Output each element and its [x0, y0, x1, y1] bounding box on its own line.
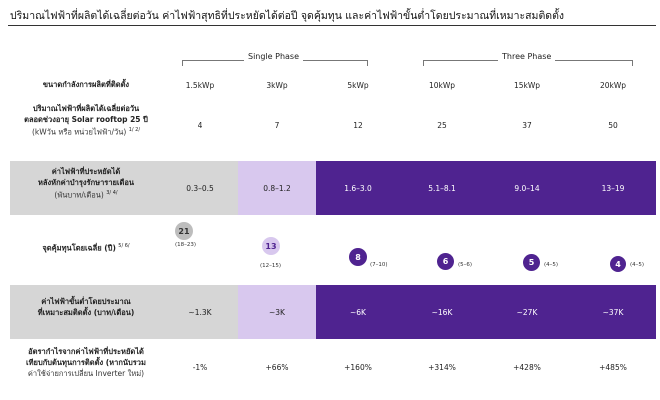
savings-value: 0.3–0.5: [186, 183, 214, 193]
title-divider: [8, 25, 656, 26]
min-bill-value: ~37K: [570, 285, 656, 339]
savings-row: ค่าไฟฟ้าที่ประหยัดได้ หลังหักค่าบำรุงรัก…: [10, 161, 656, 215]
payback-range: (4–5): [630, 262, 645, 268]
roi-value: +485%: [599, 362, 627, 372]
payback-bubble: 5: [523, 254, 540, 271]
roi-row: อัตรากำไรจากค่าไฟฟ้าที่ประหยัดได้ เทียบก…: [10, 344, 656, 390]
payback-range: (4–5): [544, 262, 559, 268]
capacity-value: 10kWp: [428, 80, 456, 90]
min-bill-value: ~1.3K: [188, 307, 212, 317]
payback-row: จุดคุ้มทุนโดยเฉลี่ย (ปี) 5/ 6/ 21 (18–23…: [10, 222, 656, 278]
single-phase-tick-left: [182, 60, 183, 66]
energy-value: 37: [522, 120, 532, 130]
payback-bubble: 21: [175, 222, 193, 240]
payback-bubble: 6: [437, 253, 454, 270]
min-bill-value: ~6K: [316, 285, 400, 339]
capacity-value: 20kWp: [599, 80, 627, 90]
capacity-row: ขนาดกำลังการผลิตที่ติดตั้ง 1.5kWp 3kWp 5…: [10, 76, 656, 94]
savings-value: 0.8–1.2: [238, 161, 316, 215]
min-bill-value: ~3K: [238, 285, 316, 339]
capacity-value: 5kWp: [347, 80, 369, 90]
three-phase-tick-left: [423, 60, 424, 66]
payback-bubble: 8: [349, 248, 367, 266]
min-bill-label: ค่าไฟฟ้าขั้นต่ำโดยประมาณ ที่เหมาะสมติดตั…: [37, 297, 135, 317]
savings-value: 9.0–14: [484, 161, 570, 215]
min-bill-value: ~16K: [400, 285, 484, 339]
energy-value: 50: [608, 120, 618, 130]
payback-range: (18–23): [175, 242, 197, 248]
payback-bubble: 13: [262, 237, 280, 255]
three-phase-tick-right: [632, 60, 633, 66]
single-phase-tick-right: [367, 60, 368, 66]
energy-value: 4: [197, 120, 203, 130]
savings-value: 5.1–8.1: [400, 161, 484, 215]
capacity-value: 3kWp: [266, 80, 288, 90]
roi-value: +160%: [344, 362, 372, 372]
energy-row: ปริมาณไฟฟ้าที่ผลิตได้เฉลี่ยต่อวัน ตลอดช่…: [10, 100, 656, 150]
energy-value: 7: [274, 120, 280, 130]
capacity-label: ขนาดกำลังการผลิตที่ติดตั้ง: [42, 80, 130, 89]
payback-bubble: 4: [610, 256, 626, 272]
energy-value: 12: [353, 120, 363, 130]
payback-range: (7–10): [370, 262, 388, 268]
capacity-value: 1.5kWp: [185, 80, 215, 90]
three-phase-label: Three Phase: [498, 52, 556, 61]
roi-value: +428%: [513, 362, 541, 372]
payback-label: จุดคุ้มทุนโดยเฉลี่ย (ปี) 5/ 6/: [42, 243, 130, 253]
capacity-value: 15kWp: [513, 80, 541, 90]
savings-value: 13–19: [570, 161, 656, 215]
energy-value: 25: [437, 120, 447, 130]
savings-label: ค่าไฟฟ้าที่ประหยัดได้ หลังหักค่าบำรุงรัก…: [37, 167, 134, 200]
roi-value: +66%: [265, 362, 289, 372]
roi-value: +314%: [428, 362, 456, 372]
payback-range: (12–15): [260, 263, 282, 269]
roi-label: อัตรากำไรจากค่าไฟฟ้าที่ประหยัดได้ เทียบก…: [26, 347, 146, 378]
min-bill-value: ~27K: [484, 285, 570, 339]
single-phase-label: Single Phase: [244, 52, 304, 61]
min-bill-row: ค่าไฟฟ้าขั้นต่ำโดยประมาณ ที่เหมาะสมติดตั…: [10, 285, 656, 339]
roi-value: -1%: [192, 362, 208, 372]
savings-value: 1.6–3.0: [316, 161, 400, 215]
payback-range: (5–6): [458, 262, 473, 268]
energy-label: ปริมาณไฟฟ้าที่ผลิตได้เฉลี่ยต่อวัน ตลอดช่…: [24, 104, 148, 137]
page-title: ปริมาณไฟฟ้าที่ผลิตได้เฉลี่ยต่อวัน ค่าไฟฟ…: [10, 10, 565, 22]
